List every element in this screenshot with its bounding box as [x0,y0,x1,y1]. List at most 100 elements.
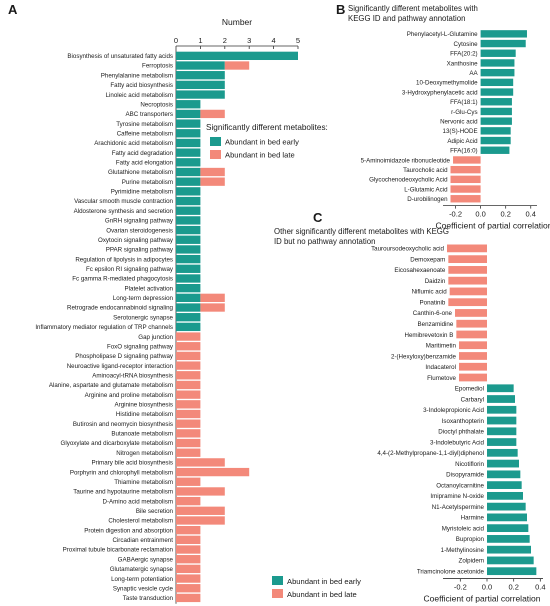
panel-a-category-label: Butirosin and neomycin biosynthesis [73,421,173,428]
panel-a-category-label: Retrograde endocannabinoid signaling [67,305,174,312]
panel-c-category-label: Maritimetin [426,343,457,350]
panel-a-category-label: Thiamine metabolism [114,479,173,486]
panel-c-category-label: Daidzin [425,278,446,285]
panel-letter-b: B [336,2,345,17]
panel-a-category-label: Fatty acid elongation [116,160,174,167]
panel-c-bar [448,266,487,274]
panel-a-bar-early [176,61,225,70]
panel-b-category-label: Adipic Acid [447,138,478,145]
panel-a-bar-early [176,80,225,90]
panel-c-bar [487,535,530,543]
panel-b-bar [480,146,510,154]
panel-a-bar-early [176,274,201,283]
panel-c-category-label: Harmine [461,515,485,522]
panel-a-category-label: FoxO signaling pathway [107,343,174,350]
panel-a-bar-early [176,71,225,80]
panel-c-category-label: 3-Indolepropionic Acid [423,407,484,414]
panel-a-bar-late [176,332,201,341]
panel-c-title: Other significantly different metabolite… [274,227,449,246]
panel-c-category-label: 3-Indolebutyric Acid [430,439,485,446]
panel-c-bar [487,556,534,565]
panel-a-category-label: Necroptosis [140,101,173,108]
panel-b-category-label: Glycochenodeoxycholic Acid [369,177,448,184]
panel-a-bar-early [176,293,201,303]
panel-a-category-label: Neuroactive ligand-receptor interaction [67,363,174,370]
panel-a-legend-label-early: Abundant in bed early [225,138,299,147]
panel-a-category-label: Tyrosine metabolism [116,121,173,128]
panel-c-x-axis-title: Coefficient of partial correlation [423,594,540,604]
panel-c-bar [487,448,518,457]
panel-a-category-label: Alanine, aspartate and glutamate metabol… [49,382,173,389]
panel-c-bar [487,502,526,511]
panel-a-bar-late [176,361,201,370]
panel-c-bar [448,276,487,285]
panel-b-category-label: 5-Aminoimidazole ribonucleotide [361,157,451,164]
panel-a-legend-swatch-late [210,150,221,159]
panel-letter-c: C [313,210,323,225]
panel-a-bar-late [176,467,250,477]
panel-b-category-label: L-Glutamic Acid [404,186,448,193]
panel-c-legend-label-late: Abundant in bed late [287,590,357,599]
panel-a-category-label: Fatty acid biosynthesis [110,82,173,89]
panel-b-bar [480,98,512,106]
panel-a-bar-early [176,158,201,167]
panel-b-bar [480,49,516,57]
panel-c-bar [487,470,521,479]
panel-a-x-tick-label: 5 [296,36,300,45]
panel-c-bar [487,524,529,533]
panel-c-bar [487,438,517,446]
panel-c-category-label: Tauroursodeoxycholic acid [371,246,444,253]
panel-a-bar-early [176,264,201,273]
panel-a-bar-early [176,206,201,215]
panel-a-bar-early [176,119,201,128]
panel-a-category-label: Regulation of lipolysis in adipocytes [75,256,173,263]
panel-a-bar-late [176,390,201,399]
panel-b-x-tick-label: 0.2 [500,210,510,219]
panel-c-x-tick-label: 0.4 [535,583,545,592]
panel-b-bar [480,107,512,116]
panel-b-x-tick-label: 0.4 [526,210,536,219]
panel-a-category-label: ABC transporters [126,111,173,118]
panel-a-bar-late [176,535,201,545]
panel-b-bar [480,136,511,145]
panel-b-bar [480,39,526,48]
panel-a-category-label: Serotonergic synapse [113,314,173,321]
panel-c-category-label: 2-(Hexyloxy)benzamide [391,353,457,360]
panel-a-bar-late [176,351,201,361]
panel-a-bar-early [176,225,201,235]
panel-b-bar [450,195,481,203]
panel-c-legend-swatch-early [272,576,283,585]
panel-a-bar-early [176,313,201,322]
panel-c-bar [459,341,487,350]
panel-a-bar-late [176,574,201,583]
panel-a-category-label: Glyoxylate and dicarboxylate metabolism [61,440,173,447]
panel-c-bar [487,567,537,576]
panel-c-category-label: Dioctyl phthalate [438,429,484,436]
panel-a-bar-late [176,400,201,409]
panel-a-bar-early [176,90,225,99]
panel-b-chart: Significantly different metabolites with… [348,4,550,231]
panel-a-category-label: Ovarian steroidogenesis [106,227,173,234]
panel-a-bar-late [176,419,201,428]
panel-a-category-label: Arginine and proline metabolism [85,392,173,399]
panel-a-x-tick-label: 1 [198,36,202,45]
panel-a-category-label: Fatty acid degradation [112,150,174,157]
panel-a-bar-early [176,283,201,293]
panel-a-legend-title: Significantly different metabolites: [206,123,328,132]
panel-b-bar [480,127,511,135]
panel-a-category-label: GABAergic synapse [118,556,174,563]
panel-c-bar [487,384,514,393]
panel-a-x-tick-label: 4 [272,36,276,45]
panel-a-bar-late [176,545,201,554]
panel-b-category-label: AA [469,70,478,77]
panel-a-category-label: Taste transduction [123,595,174,602]
panel-a-bar-early [176,51,298,61]
panel-b-category-label: r-Glu-Cys [451,109,477,116]
panel-a-category-label: Arginine biosynthesis [115,402,173,409]
panel-a-bar-late [176,525,201,535]
panel-c-bar [455,309,487,317]
panel-c-category-label: Niflumic acid [412,289,448,296]
panel-a-bar-early [176,187,201,196]
panel-a-x-tick-label: 2 [223,36,227,45]
panel-a-bar-late [176,487,225,496]
